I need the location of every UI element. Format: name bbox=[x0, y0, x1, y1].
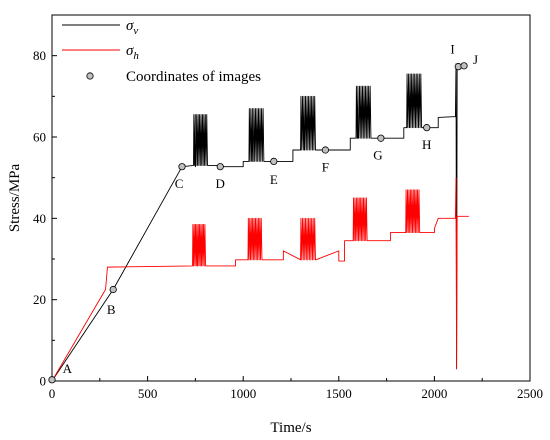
y-tick-label: 20 bbox=[33, 292, 46, 307]
image-point-marker bbox=[48, 376, 56, 384]
image-point-label: A bbox=[63, 361, 73, 376]
axis-ticks: 0 500 1000 1500 2000 2500 0 20 40 60 80 bbox=[33, 48, 543, 401]
x-tick-label: 500 bbox=[138, 386, 158, 401]
image-point-label: C bbox=[175, 176, 184, 191]
image-point-label: B bbox=[107, 302, 116, 317]
image-point-label: J bbox=[473, 52, 478, 67]
image-point-marker bbox=[377, 134, 385, 142]
series-line-sigma-h bbox=[51, 177, 469, 382]
image-point-marker bbox=[321, 146, 330, 154]
image-point-label: D bbox=[216, 176, 225, 191]
x-tick-label: 2000 bbox=[421, 386, 447, 401]
plot-area: 0 500 1000 1500 2000 2500 0 20 40 60 80 A B C D E F G H I J bbox=[33, 14, 543, 401]
image-point-label: H bbox=[422, 137, 431, 152]
y-tick-label: 0 bbox=[40, 374, 47, 389]
series-layer bbox=[51, 63, 469, 382]
x-tick-label: 2500 bbox=[517, 386, 543, 401]
legend-label: σh bbox=[126, 43, 139, 62]
legend-label: σv bbox=[126, 18, 138, 37]
image-point-marker bbox=[216, 163, 224, 171]
image-point-label: E bbox=[270, 172, 278, 187]
image-point-marker bbox=[423, 124, 431, 132]
image-point-marker bbox=[270, 157, 278, 165]
y-tick-label: 80 bbox=[33, 48, 46, 63]
series-line-sigma-v bbox=[51, 63, 459, 382]
image-point-marker bbox=[109, 285, 117, 294]
x-tick-label: 0 bbox=[49, 386, 56, 401]
image-points: A B C D E F G H I J bbox=[48, 42, 478, 384]
image-point-marker bbox=[178, 163, 186, 171]
legend-marker bbox=[86, 72, 94, 80]
x-tick-label: 1500 bbox=[326, 386, 352, 401]
y-tick-label: 60 bbox=[33, 130, 46, 145]
image-point-label: F bbox=[322, 160, 329, 175]
y-axis-title: Stress/MPa bbox=[7, 163, 23, 232]
legend-label: Coordinates of images bbox=[126, 69, 261, 85]
legend: σv σh Coordinates of images bbox=[62, 18, 261, 85]
x-axis-title: Time/s bbox=[270, 420, 311, 436]
y-tick-label: 40 bbox=[33, 211, 46, 226]
x-tick-label: 1000 bbox=[230, 386, 256, 401]
image-point-label: I bbox=[450, 42, 454, 57]
image-point-marker bbox=[460, 62, 468, 70]
image-point-label: G bbox=[373, 147, 382, 162]
